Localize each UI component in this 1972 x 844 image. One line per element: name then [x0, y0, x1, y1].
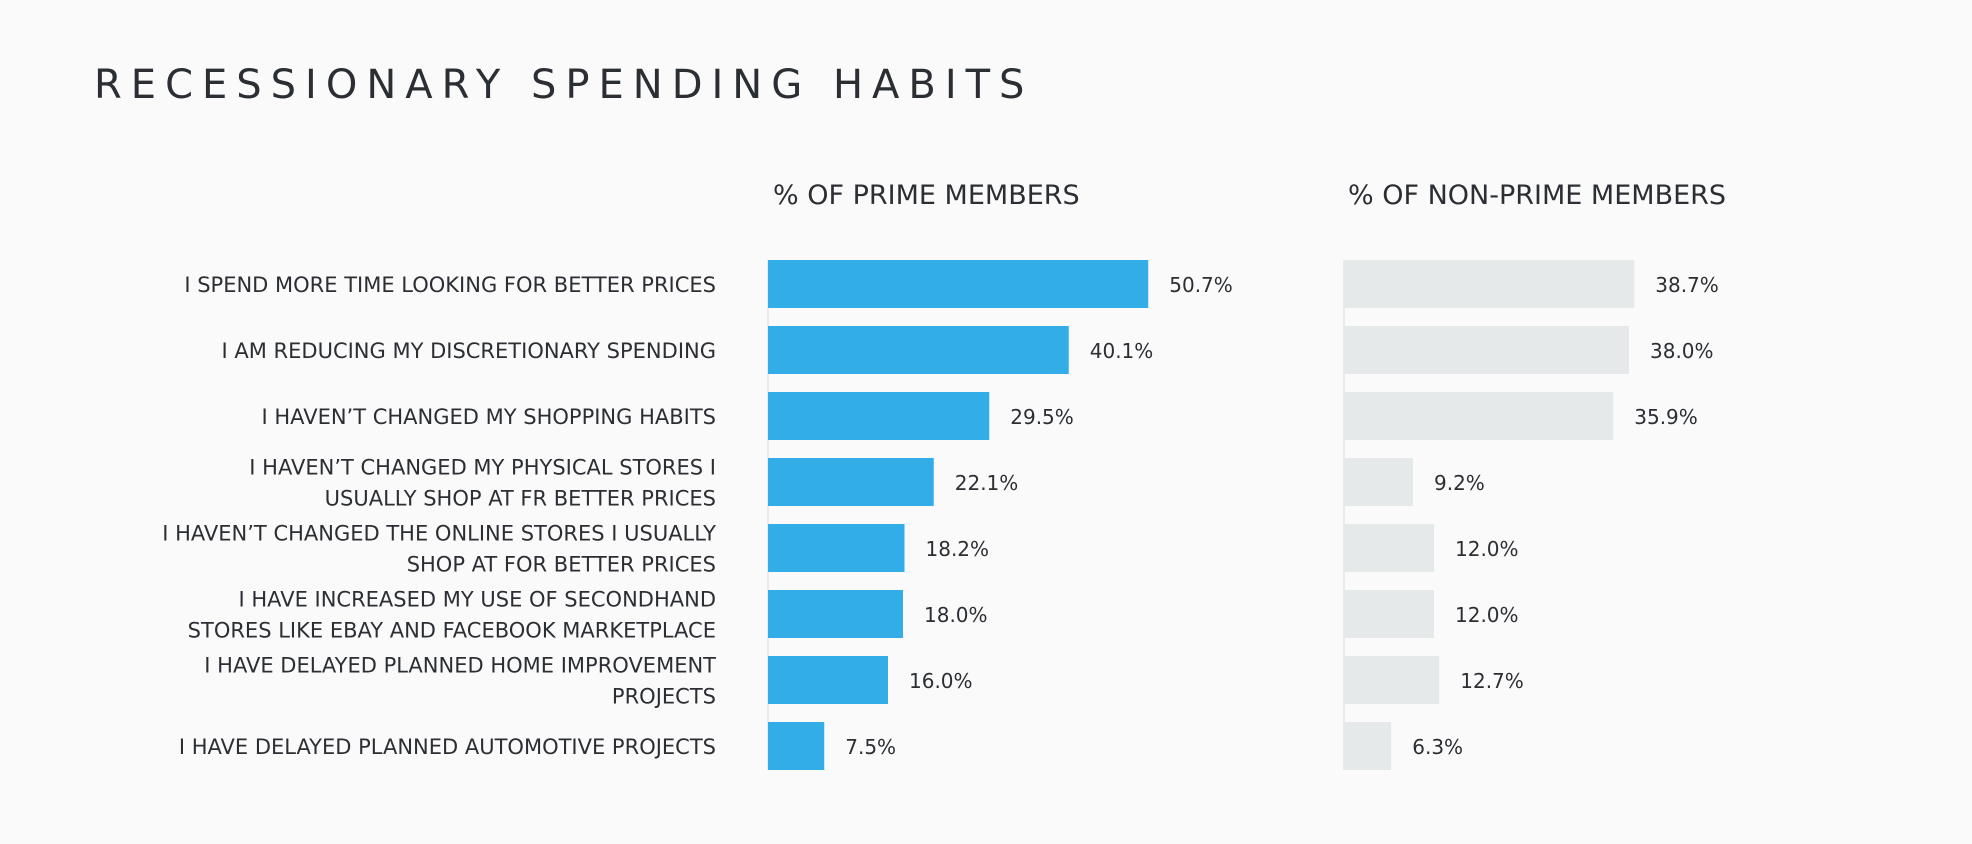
prime-value-label: 18.2%: [926, 537, 990, 561]
prime-value-label: 29.5%: [1010, 405, 1074, 429]
non-prime-bar: [1344, 722, 1392, 770]
category-label: I AM REDUCING MY DISCRETIONARY SPENDING: [222, 339, 716, 363]
chart-title: RECESSIONARY SPENDING HABITS: [94, 62, 1033, 108]
category-label: I HAVE INCREASED MY USE OF SECONDHAND: [239, 588, 716, 612]
non-prime-value-label: 35.9%: [1634, 405, 1698, 429]
non-prime-bar: [1344, 656, 1440, 704]
non-prime-value-label: 12.0%: [1455, 603, 1519, 627]
non-prime-value-label: 12.0%: [1455, 537, 1519, 561]
non-prime-bar: [1344, 326, 1629, 374]
category-label: I HAVEN’T CHANGED MY PHYSICAL STORES I: [249, 456, 716, 480]
non-prime-value-label: 6.3%: [1412, 735, 1463, 759]
prime-bar: [768, 590, 903, 638]
category-label: I HAVEN’T CHANGED MY SHOPPING HABITS: [262, 405, 716, 429]
prime-bar: [768, 524, 905, 572]
prime-bar: [768, 326, 1069, 374]
category-label: I HAVE DELAYED PLANNED HOME IMPROVEMENT: [204, 654, 716, 678]
prime-bar: [768, 260, 1149, 308]
category-label: I HAVEN’T CHANGED THE ONLINE STORES I US…: [162, 522, 716, 546]
prime-bar: [768, 458, 934, 506]
prime-bar: [768, 656, 888, 704]
category-label: PROJECTS: [612, 685, 716, 709]
category-label: I HAVE DELAYED PLANNED AUTOMOTIVE PROJEC…: [179, 735, 716, 759]
prime-value-label: 40.1%: [1090, 339, 1154, 363]
prime-value-label: 22.1%: [955, 471, 1019, 495]
category-label: USUALLY SHOP AT FR BETTER PRICES: [325, 487, 716, 511]
non-prime-value-label: 38.7%: [1655, 273, 1719, 297]
non-prime-bar: [1344, 458, 1413, 506]
non-prime-value-label: 12.7%: [1460, 669, 1524, 693]
non-prime-bar: [1344, 260, 1635, 308]
non-prime-bar: [1344, 524, 1434, 572]
prime-value-label: 50.7%: [1169, 273, 1233, 297]
non-prime-value-label: 9.2%: [1434, 471, 1485, 495]
non-prime-bar: [1344, 590, 1434, 638]
bar-marks: I SPEND MORE TIME LOOKING FOR BETTER PRI…: [162, 260, 1719, 770]
prime-column-heading: % OF PRIME MEMBERS: [773, 180, 1080, 211]
non-prime-value-label: 38.0%: [1650, 339, 1714, 363]
prime-value-label: 16.0%: [909, 669, 973, 693]
category-label: I SPEND MORE TIME LOOKING FOR BETTER PRI…: [184, 273, 716, 297]
prime-value-label: 7.5%: [845, 735, 896, 759]
non-prime-column-heading: % OF NON-PRIME MEMBERS: [1348, 180, 1726, 211]
prime-bar: [768, 392, 990, 440]
category-label: SHOP AT FOR BETTER PRICES: [407, 553, 716, 577]
non-prime-bar: [1344, 392, 1614, 440]
prime-value-label: 18.0%: [924, 603, 988, 627]
prime-bar: [768, 722, 825, 770]
category-label: STORES LIKE EBAY AND FACEBOOK MARKETPLAC…: [188, 619, 716, 643]
